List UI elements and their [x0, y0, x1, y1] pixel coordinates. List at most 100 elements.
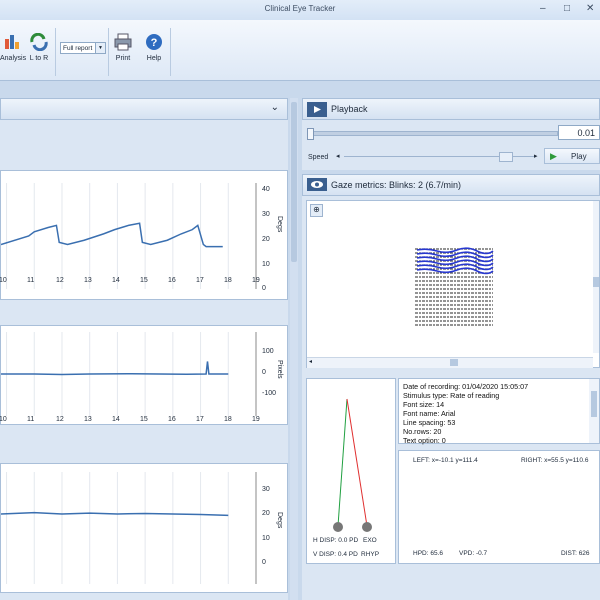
film-icon — [307, 102, 327, 117]
y-tick-label: 0 — [262, 285, 266, 292]
series-line — [1, 222, 223, 248]
report-type-select[interactable]: Full report ▼ — [60, 42, 106, 54]
vpd-value: VPD: -0.7 — [459, 550, 488, 557]
horizontal-scrollbar[interactable]: ◂ — [307, 357, 593, 368]
x-tick-label: 14 — [112, 277, 120, 284]
splitter[interactable] — [290, 98, 298, 600]
gaze-trace — [416, 255, 494, 263]
stimulus-type: Stimulus type: Rate of reading — [403, 391, 500, 400]
x-tick-label: 18 — [224, 416, 232, 423]
series-line — [1, 511, 229, 517]
x-tick-label: 16 — [168, 277, 176, 284]
gaze-plot-window: ⊕ ◂ — [306, 200, 600, 368]
h-disp-value: H DISP: 0.0 PD — [313, 537, 359, 544]
minimize-button[interactable]: – — [540, 3, 546, 14]
time-value-field[interactable]: 0.01 — [558, 125, 600, 140]
y-tick-label: 100 — [262, 348, 274, 355]
info-scrollbar[interactable] — [589, 379, 599, 443]
speed-slider[interactable] — [344, 156, 534, 157]
collapse-chevron-icon[interactable]: ⌄ — [270, 102, 279, 113]
horizontal-scroll-thumb[interactable] — [450, 359, 458, 366]
close-button[interactable]: ✕ — [586, 3, 595, 14]
x-tick-label: 19 — [252, 277, 260, 284]
speed-label: Speed — [308, 154, 329, 161]
swap-arrows-icon — [30, 32, 48, 52]
x-tick-label: 10 — [0, 277, 7, 284]
l-to-r-button[interactable]: L to R — [28, 32, 50, 62]
zoom-icon[interactable]: ⊕ — [310, 204, 323, 217]
exo-label: EXO — [363, 537, 377, 544]
print-button[interactable]: Print — [112, 33, 134, 62]
dist-value: DIST: 626 — [561, 550, 590, 557]
x-tick-label: 17 — [196, 416, 204, 423]
printer-icon — [114, 33, 132, 51]
analysis-button[interactable]: Analysis — [0, 33, 27, 62]
x-tick-label: 15 — [140, 277, 148, 284]
maximize-button[interactable]: □ — [564, 3, 571, 14]
x-tick-label: 13 — [84, 416, 92, 423]
x-tick-label: 14 — [112, 416, 120, 423]
reading-text-gaze-overlay — [415, 247, 494, 326]
x-tick-label: 13 — [84, 277, 92, 284]
help-button[interactable]: ? Help — [143, 33, 165, 62]
chevron-down-icon[interactable]: ▼ — [95, 43, 105, 53]
x-tick-label: 16 — [168, 416, 176, 423]
gaze-metrics-header[interactable]: Gaze metrics: Blinks: 2 (6.7/min) — [302, 174, 600, 196]
eye-positions-box: LEFT: x=-10.1 y=111.4 RIGHT: x=55.5 y=11… — [398, 450, 600, 564]
print-label: Print — [115, 55, 131, 62]
gaze-metrics-title: Gaze metrics: Blinks: 2 (6.7/min) — [331, 180, 462, 190]
y-tick-label: 0 — [262, 369, 266, 376]
splitter-scroll-thumb[interactable] — [291, 102, 297, 262]
y-tick-label: 0 — [262, 559, 266, 566]
hpd-value: HPD: 65.6 — [413, 550, 443, 557]
info-scroll-thumb[interactable] — [591, 391, 597, 417]
help-icon: ? — [146, 34, 162, 50]
analysis-label: Analysis — [0, 55, 27, 62]
speed-thumb[interactable] — [499, 152, 513, 162]
play-button[interactable]: ▶ Play — [544, 148, 600, 164]
window-title: Clinical Eye Tracker — [264, 4, 336, 13]
rhyp-label: RHYP — [361, 551, 380, 558]
x-tick-label: 19 — [252, 416, 260, 423]
ribbon-separator — [108, 28, 109, 76]
y-axis-label: Pixels — [276, 360, 283, 379]
number-of-rows: No.rows: 20 — [403, 427, 442, 436]
series-line — [1, 361, 229, 376]
disparity-diagram: H DISP: 0.0 PD EXO V DISP: 0.4 PD RHYP — [306, 378, 396, 564]
x-tick-label: 18 — [224, 277, 232, 284]
playback-header[interactable]: Playback — [302, 98, 600, 120]
scroll-left-arrow-icon[interactable]: ◂ — [309, 359, 313, 365]
timeline-thumb[interactable] — [307, 128, 314, 140]
timeline-slider[interactable] — [308, 131, 558, 136]
x-tick-label: 17 — [196, 277, 204, 284]
pixel-chart-panel: 100 0 -100 Pixels — [0, 325, 288, 425]
y-axis-label: Degs — [276, 512, 283, 529]
vertical-scroll-thumb[interactable] — [593, 277, 599, 287]
y-tick-label: 10 — [262, 535, 270, 542]
ribbon-separator — [170, 28, 171, 76]
pixel-chart — [1, 332, 257, 416]
speed-left-arrow-icon[interactable]: ◂ — [336, 153, 340, 160]
play-label: Play — [571, 152, 587, 161]
gaze-angle-chart — [1, 183, 257, 289]
gaze-trace — [416, 263, 494, 271]
y-axis-label: Degs — [276, 216, 283, 233]
gaze-trace — [416, 251, 494, 259]
vergence-chart-panel: 30 20 10 0 Degs — [0, 463, 288, 593]
y-tick-label: 40 — [262, 186, 270, 193]
svg-text:?: ? — [151, 37, 158, 49]
recording-date: Date of recording: 01/04/2020 15:05:07 — [403, 382, 529, 391]
x-tick-label: 12 — [56, 277, 64, 284]
playback-body: 0.01 Speed ◂ ▸ ▶ Play — [302, 120, 600, 170]
monitor-eye-icon — [307, 178, 327, 191]
x-tick-label: 11 — [27, 416, 35, 423]
x-tick-label: 15 — [140, 416, 148, 423]
text-option: Text option: 0 — [403, 436, 446, 445]
gaze-angle-chart-panel: 40 30 20 10 0 Degs — [0, 170, 288, 300]
y-tick-label: 20 — [262, 236, 270, 243]
ribbon-toolbar: Analysis L to R Full report ▼ Print ? He… — [0, 20, 600, 81]
font-size: Font size: 14 — [403, 400, 445, 409]
speed-right-arrow-icon[interactable]: ▸ — [534, 153, 538, 160]
y-tick-label: -100 — [262, 390, 277, 397]
x-tick-label: 12 — [56, 416, 64, 423]
